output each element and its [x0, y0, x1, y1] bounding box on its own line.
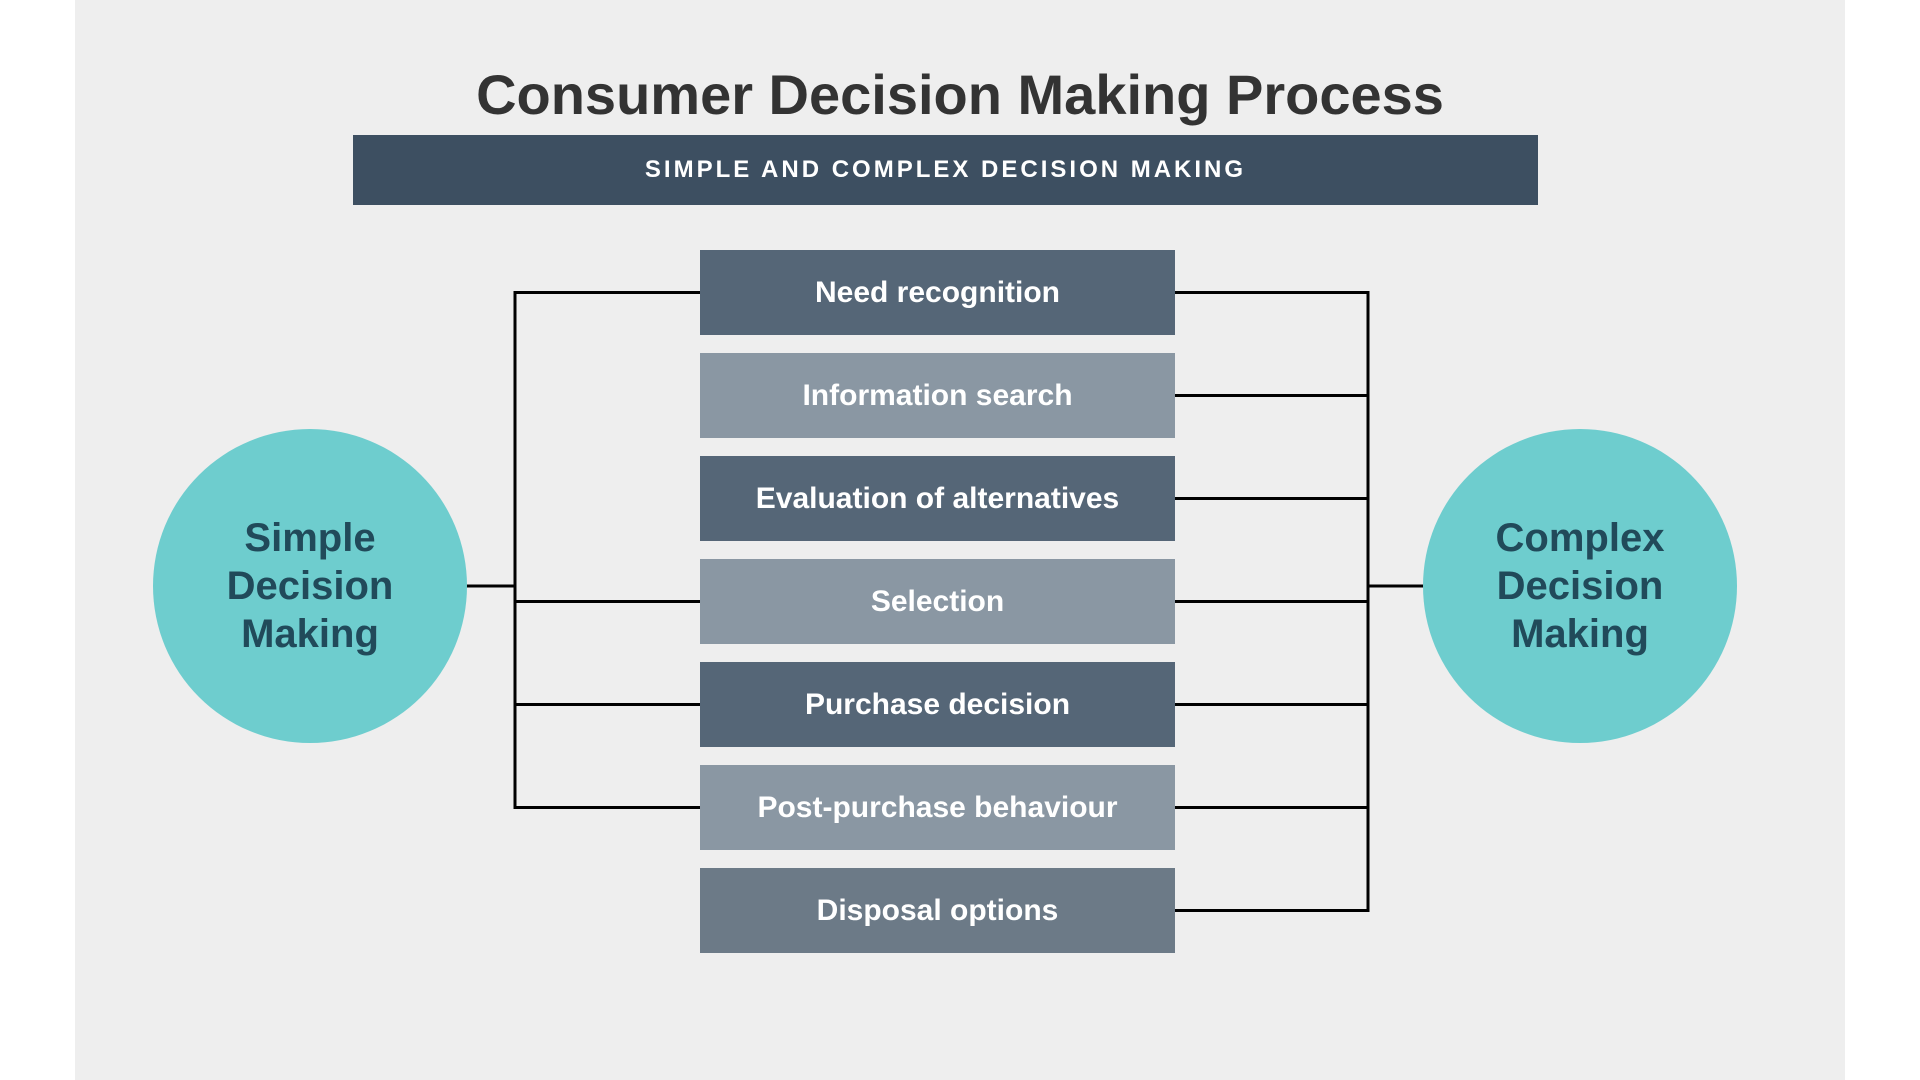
circle-label: ComplexDecisionMaking [1496, 514, 1665, 658]
step-label: Purchase decision [805, 688, 1070, 722]
step-box: Need recognition [700, 250, 1175, 335]
circle-label: SimpleDecisionMaking [227, 514, 394, 658]
complex-decision-circle: ComplexDecisionMaking [1423, 429, 1737, 743]
diagram-canvas: Consumer Decision Making Process SIMPLE … [0, 0, 1920, 1080]
step-label: Post-purchase behaviour [757, 791, 1117, 825]
step-label: Information search [802, 379, 1072, 413]
step-box: Purchase decision [700, 662, 1175, 747]
step-box: Disposal options [700, 868, 1175, 953]
subtitle-bar: SIMPLE AND COMPLEX DECISION MAKING [353, 135, 1538, 205]
simple-decision-circle: SimpleDecisionMaking [153, 429, 467, 743]
page-title: Consumer Decision Making Process [0, 62, 1920, 127]
step-label: Need recognition [815, 276, 1060, 310]
step-box: Evaluation of alternatives [700, 456, 1175, 541]
step-label: Selection [871, 585, 1004, 619]
step-box: Post-purchase behaviour [700, 765, 1175, 850]
step-box: Information search [700, 353, 1175, 438]
step-box: Selection [700, 559, 1175, 644]
step-label: Evaluation of alternatives [756, 482, 1119, 516]
step-label: Disposal options [817, 894, 1059, 928]
